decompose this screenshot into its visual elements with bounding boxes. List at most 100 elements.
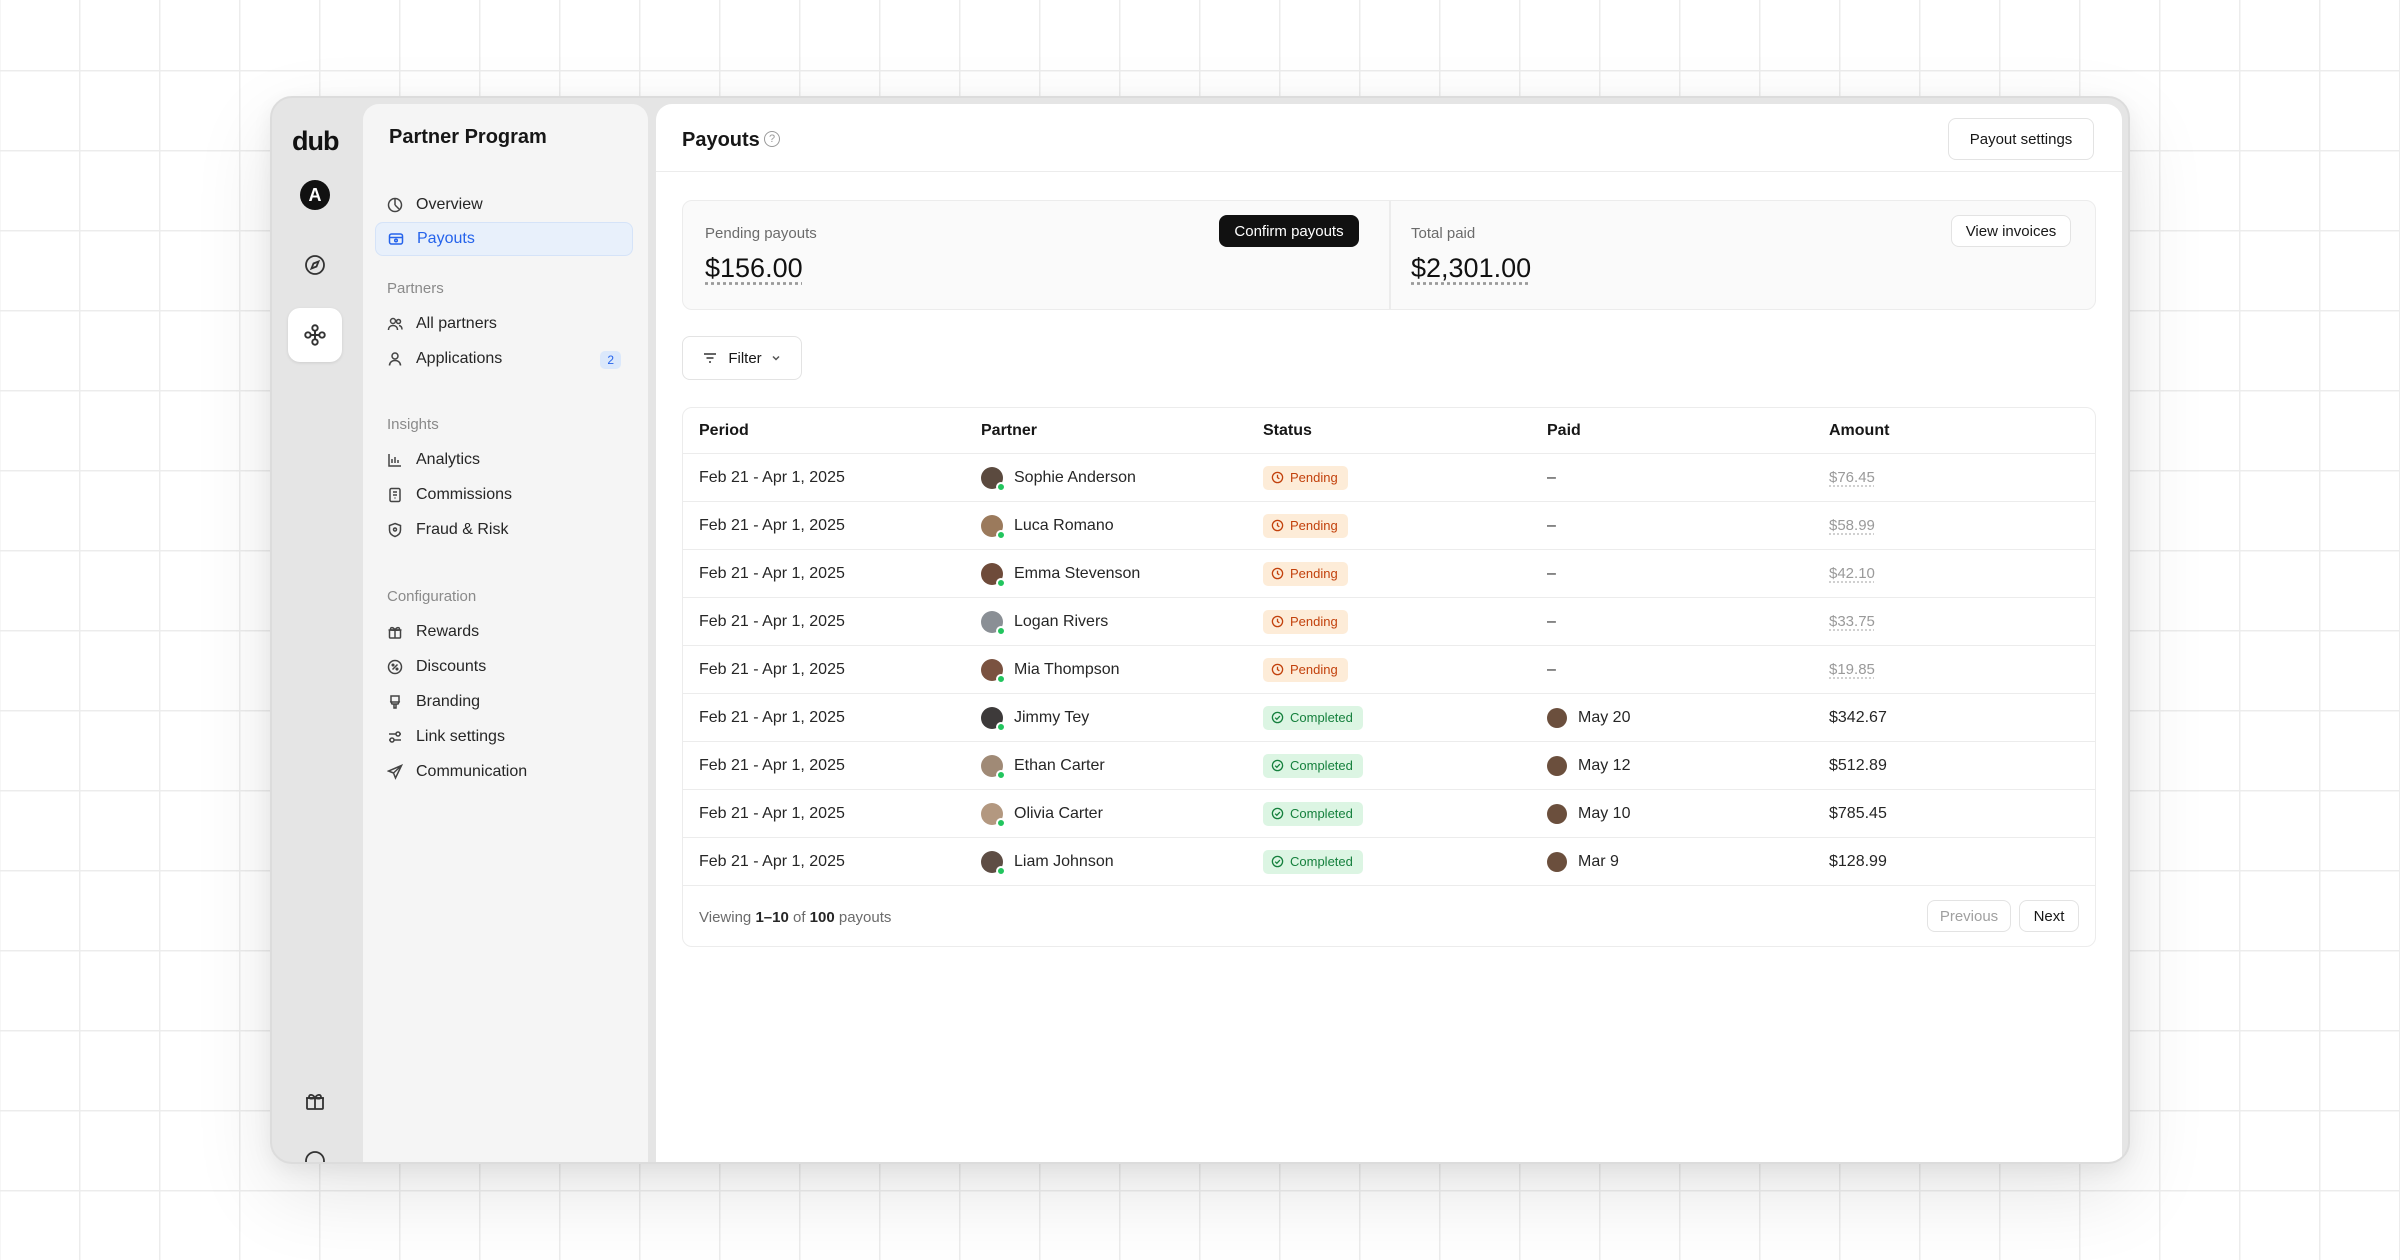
viewing-range: 1–10 xyxy=(755,908,789,926)
status-label: Pending xyxy=(1290,662,1338,677)
column-header-amount[interactable]: Amount xyxy=(1829,421,1890,439)
table-row[interactable]: Feb 21 - Apr 1, 2025 Logan Rivers Pending –… xyxy=(683,598,2095,646)
period-cell: Feb 21 - Apr 1, 2025 xyxy=(699,612,845,630)
user-icon xyxy=(387,351,403,367)
dub-logo[interactable]: dub xyxy=(292,126,339,156)
status-badge: Pending xyxy=(1263,657,1348,682)
amount-value[interactable]: $58.99 xyxy=(1829,517,1875,534)
status-badge: Completed xyxy=(1263,801,1363,826)
main-content: Payouts ? Payout settings Pending payout… xyxy=(656,104,2122,1162)
partner-cell[interactable]: Sophie Anderson xyxy=(981,454,1136,501)
online-status-dot xyxy=(996,673,1006,684)
status-label: Completed xyxy=(1290,854,1353,869)
sidebar-item-rewards[interactable]: Rewards xyxy=(375,615,633,649)
sidebar-item-label: Communication xyxy=(416,763,528,780)
paid-date: May 20 xyxy=(1578,708,1631,726)
amount-value: $342.67 xyxy=(1829,708,1887,726)
table-row[interactable]: Feb 21 - Apr 1, 2025 Mia Thompson Pending –… xyxy=(683,646,2095,694)
amount-cell: $58.99 xyxy=(1829,502,1875,549)
column-header-status[interactable]: Status xyxy=(1263,421,1312,439)
partner-cell[interactable]: Logan Rivers xyxy=(981,598,1108,645)
previous-page-button[interactable]: Previous xyxy=(1927,900,2011,932)
partner-name: Logan Rivers xyxy=(1014,612,1109,630)
amount-value[interactable]: $33.75 xyxy=(1829,613,1875,630)
table-row[interactable]: Feb 21 - Apr 1, 2025 Ethan Carter Complete… xyxy=(683,742,2095,790)
partner-cell[interactable]: Jimmy Tey xyxy=(981,694,1089,741)
partners-program-icon[interactable] xyxy=(288,308,342,362)
partner-cell[interactable]: Emma Stevenson xyxy=(981,550,1140,597)
status-badge: Pending xyxy=(1263,609,1348,634)
period-cell: Feb 21 - Apr 1, 2025 xyxy=(699,708,845,726)
partner-name: Luca Romano xyxy=(1014,516,1114,534)
clock-icon xyxy=(1271,567,1290,580)
filter-icon xyxy=(704,353,717,363)
sidebar-section-configuration: Configuration xyxy=(387,588,477,605)
pending-payouts-value: $156.00 xyxy=(705,253,803,283)
sidebar-item-branding[interactable]: Branding xyxy=(375,685,633,719)
partner-cell[interactable]: Liam Johnson xyxy=(981,838,1114,885)
amount-value[interactable]: $19.85 xyxy=(1829,661,1875,678)
amount-cell: $76.45 xyxy=(1829,454,1875,501)
status-label: Pending xyxy=(1290,470,1338,485)
sidebar-item-label: Analytics xyxy=(416,451,481,468)
sidebar-item-applications[interactable]: Applications 2 xyxy=(375,342,633,376)
status-cell: Pending xyxy=(1263,502,1348,549)
link-settings-icon xyxy=(387,729,403,745)
table-row[interactable]: Feb 21 - Apr 1, 2025 Liam Johnson Complete… xyxy=(683,838,2095,886)
column-header-period[interactable]: Period xyxy=(699,421,749,439)
partner-name: Emma Stevenson xyxy=(1014,564,1141,582)
filter-button[interactable]: Filter xyxy=(682,336,802,380)
amount-cell: $42.10 xyxy=(1829,550,1875,597)
status-cell: Pending xyxy=(1263,550,1348,597)
view-invoices-button[interactable]: View invoices xyxy=(1951,215,2071,247)
workspace-avatar: A xyxy=(300,180,330,210)
partner-cell[interactable]: Olivia Carter xyxy=(981,790,1103,837)
status-cell: Completed xyxy=(1263,742,1363,789)
status-badge: Pending xyxy=(1263,513,1348,538)
overview-icon xyxy=(387,197,403,213)
sidebar: Partner Program Overview Payouts Partner… xyxy=(363,104,648,1162)
partner-name: Liam Johnson xyxy=(1014,852,1114,870)
partner-cell[interactable]: Ethan Carter xyxy=(981,742,1105,789)
discount-icon xyxy=(387,659,403,675)
check-circle-icon xyxy=(1271,807,1290,820)
online-status-dot xyxy=(996,769,1006,780)
amount-value[interactable]: $42.10 xyxy=(1829,565,1875,582)
compass-icon[interactable] xyxy=(288,238,342,292)
column-header-paid[interactable]: Paid xyxy=(1547,421,1581,439)
paid-cell: Mar 9 xyxy=(1547,838,1619,885)
sidebar-item-commissions[interactable]: Commissions xyxy=(375,478,633,512)
table-row[interactable]: Feb 21 - Apr 1, 2025 Luca Romano Pending – $… xyxy=(683,502,2095,550)
sidebar-item-link-settings[interactable]: Link settings xyxy=(375,720,633,754)
sidebar-item-communication[interactable]: Communication xyxy=(375,755,633,789)
table-row[interactable]: Feb 21 - Apr 1, 2025 Emma Stevenson Pendin… xyxy=(683,550,2095,598)
next-page-button[interactable]: Next xyxy=(2019,900,2079,932)
sidebar-item-fraud-risk[interactable]: Fraud & Risk xyxy=(375,513,633,547)
table-row[interactable]: Feb 21 - Apr 1, 2025 Sophie Anderson Pendi… xyxy=(683,454,2095,502)
status-badge: Pending xyxy=(1263,465,1348,490)
sidebar-item-all-partners[interactable]: All partners xyxy=(375,307,633,341)
gift-icon[interactable] xyxy=(288,1074,342,1128)
partner-cell[interactable]: Mia Thompson xyxy=(981,646,1120,693)
amount-cell: $512.89 xyxy=(1829,742,1887,789)
partner-name: Olivia Carter xyxy=(1014,804,1103,822)
confirm-payouts-button[interactable]: Confirm payouts xyxy=(1219,215,1359,247)
column-header-partner[interactable]: Partner xyxy=(981,421,1038,439)
partner-cell[interactable]: Luca Romano xyxy=(981,502,1114,549)
help-circle-icon[interactable] xyxy=(288,1134,342,1162)
status-cell: Completed xyxy=(1263,838,1363,885)
table-row[interactable]: Feb 21 - Apr 1, 2025 Olivia Carter Complet… xyxy=(683,790,2095,838)
sidebar-item-overview[interactable]: Overview xyxy=(375,188,633,222)
partner-avatar xyxy=(981,610,1006,636)
amount-value[interactable]: $76.45 xyxy=(1829,469,1875,486)
partner-avatar xyxy=(981,658,1006,684)
help-icon[interactable]: ? xyxy=(764,131,780,147)
sidebar-item-discounts[interactable]: Discounts xyxy=(375,650,633,684)
status-label: Completed xyxy=(1290,758,1353,773)
sidebar-item-payouts[interactable]: Payouts xyxy=(375,222,633,256)
amount-cell: $19.85 xyxy=(1829,646,1875,693)
sidebar-item-analytics[interactable]: Analytics xyxy=(375,443,633,477)
payout-settings-button[interactable]: Payout settings xyxy=(1948,118,2094,160)
table-row[interactable]: Feb 21 - Apr 1, 2025 Jimmy Tey Completed Ma… xyxy=(683,694,2095,742)
workspace-switcher[interactable]: A xyxy=(288,168,342,222)
